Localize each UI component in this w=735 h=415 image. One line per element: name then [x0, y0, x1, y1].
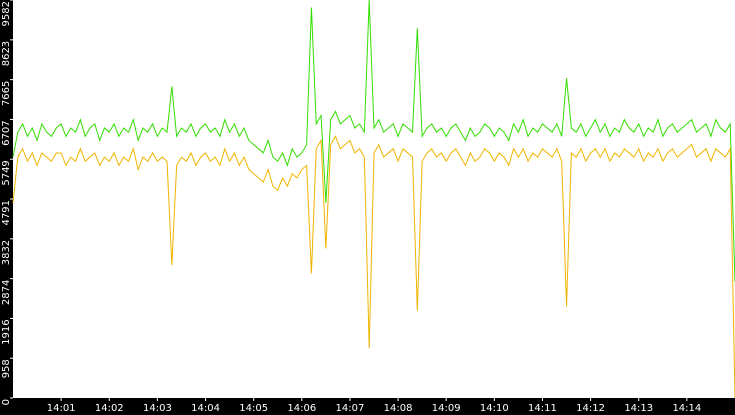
y-tick-label: 7665	[1, 81, 12, 106]
y-tick-label: 0	[1, 399, 12, 405]
y-tick-label: 8623	[1, 41, 12, 66]
x-tick-label: 14:02	[95, 403, 124, 414]
x-tick-label: 14:13	[624, 403, 653, 414]
x-tick-label: 14:04	[191, 403, 220, 414]
x-tick-label: 14:08	[384, 403, 413, 414]
series-line	[12, 135, 735, 399]
x-tick-label: 14:03	[143, 403, 172, 414]
x-tick-label: 14:09	[432, 403, 461, 414]
x-tick-label: 14:11	[528, 403, 557, 414]
x-tick-label: 14:10	[480, 403, 509, 414]
series-line	[12, 0, 735, 282]
x-tick-label: 14:01	[47, 403, 76, 414]
y-tick-label: 9582	[1, 1, 12, 26]
y-tick-label: 4791	[1, 200, 12, 225]
x-tick-label: 14:12	[576, 403, 605, 414]
y-tick-label: 958	[1, 359, 12, 378]
y-tick-label: 3832	[1, 240, 12, 265]
y-tick-label: 2874	[1, 280, 12, 305]
x-tick-label: 14:06	[287, 403, 316, 414]
y-tick-label: 5749	[1, 160, 12, 185]
x-tick-label: 14:05	[239, 403, 268, 414]
y-tick-label: 1916	[1, 319, 12, 344]
x-tick-label: 14:14	[672, 403, 701, 414]
y-tick-label: 6707	[1, 120, 12, 145]
plot-area	[13, 0, 735, 398]
x-tick-label: 14:07	[336, 403, 365, 414]
